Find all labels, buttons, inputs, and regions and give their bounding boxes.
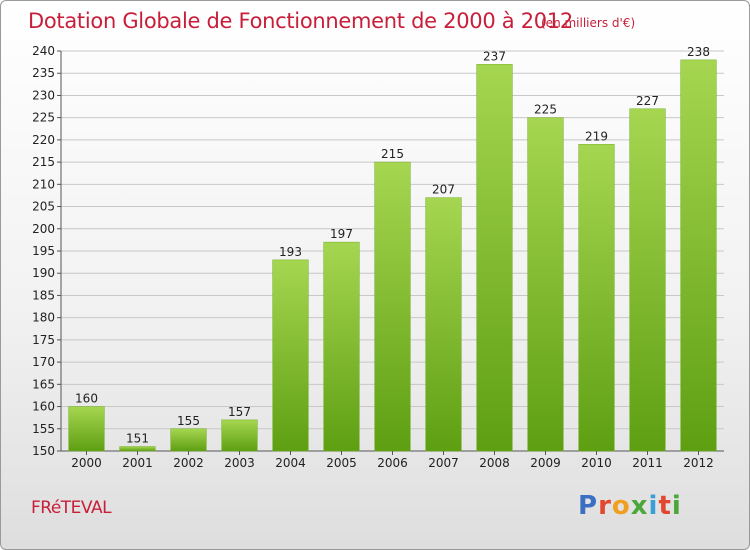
bar [272, 259, 309, 452]
bar-value-label: 207 [432, 183, 455, 197]
y-tick-label: 200 [32, 222, 55, 236]
y-tick-label: 220 [32, 133, 55, 147]
bar-value-label: 215 [381, 147, 404, 161]
bar [170, 428, 207, 452]
x-tick-label: 2010 [581, 456, 612, 470]
logo-letter: i [671, 491, 682, 521]
bar-value-label: 155 [177, 414, 200, 428]
x-tick-label: 2012 [683, 456, 714, 470]
logo-letter: r [598, 491, 612, 521]
y-tick-label: 225 [32, 111, 55, 125]
x-tick-label: 2011 [632, 456, 663, 470]
bar-value-label: 193 [279, 245, 302, 259]
chart-unit-label: (en milliers d'€) [541, 16, 636, 30]
bar [527, 117, 564, 452]
y-tick-label: 150 [32, 444, 55, 458]
y-tick-label: 210 [32, 177, 55, 191]
bar-value-label: 225 [534, 103, 557, 117]
bar [629, 108, 666, 452]
x-tick-label: 2002 [173, 456, 204, 470]
x-tick-label: 2000 [71, 456, 102, 470]
x-tick-label: 2005 [326, 456, 357, 470]
bar-value-label: 237 [483, 49, 506, 63]
proxiti-logo: Proxiti [578, 491, 682, 521]
y-tick-label: 205 [32, 200, 55, 214]
y-tick-label: 160 [32, 400, 55, 414]
y-tick-label: 195 [32, 244, 55, 258]
bar-value-label: 157 [228, 405, 251, 419]
x-tick-label: 2006 [377, 456, 408, 470]
commune-name: FRéTEVAL [31, 498, 112, 518]
logo-letter: i [648, 491, 659, 521]
bar [221, 419, 258, 452]
x-tick-label: 2009 [530, 456, 561, 470]
bar-value-label: 151 [126, 432, 149, 446]
x-tick-label: 2008 [479, 456, 510, 470]
y-tick-label: 155 [32, 422, 55, 436]
bar-value-label: 197 [330, 227, 353, 241]
y-tick-label: 235 [32, 66, 55, 80]
x-tick-label: 2004 [275, 456, 306, 470]
x-tick-label: 2001 [122, 456, 153, 470]
y-tick-label: 175 [32, 333, 55, 347]
logo-letter: x [630, 491, 649, 521]
bar-value-label: 238 [687, 45, 710, 59]
y-tick-label: 215 [32, 155, 55, 169]
bar [476, 64, 513, 452]
logo-letter: t [658, 491, 672, 521]
y-tick-label: 240 [32, 44, 55, 58]
x-tick-label: 2007 [428, 456, 459, 470]
bar [323, 241, 360, 452]
bar [374, 161, 411, 452]
bar [578, 144, 615, 452]
bar-value-label: 160 [75, 392, 98, 406]
bar-value-label: 227 [636, 94, 659, 108]
logo-letter: P [578, 491, 599, 521]
y-tick-label: 230 [32, 88, 55, 102]
bar-value-label: 219 [585, 129, 608, 143]
y-tick-label: 185 [32, 288, 55, 302]
y-tick-label: 170 [32, 355, 55, 369]
chart-title: Dotation Globale de Fonctionnement de 20… [28, 9, 573, 33]
bar [68, 406, 105, 452]
bar [119, 446, 156, 452]
bar [680, 59, 717, 452]
x-tick-label: 2003 [224, 456, 255, 470]
bar [425, 197, 462, 452]
y-tick-label: 180 [32, 311, 55, 325]
logo-letter: o [611, 491, 631, 521]
y-tick-label: 165 [32, 377, 55, 391]
y-tick-label: 190 [32, 266, 55, 280]
